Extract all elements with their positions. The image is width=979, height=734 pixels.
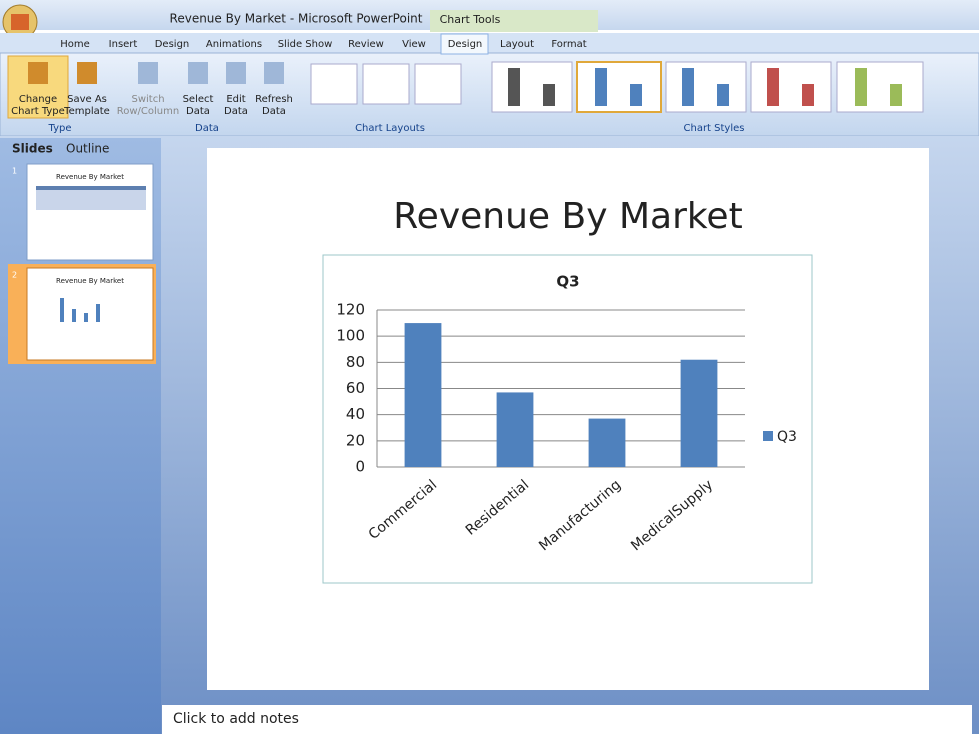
context-tab-bg bbox=[430, 10, 598, 32]
bar bbox=[496, 392, 534, 467]
legend-swatch bbox=[763, 431, 773, 441]
panel-tab[interactable]: Outline bbox=[66, 142, 109, 156]
ribbon-tab[interactable]: Layout bbox=[500, 39, 534, 50]
button-label[interactable]: Row/Column bbox=[117, 106, 179, 117]
y-tick-label: 80 bbox=[346, 353, 365, 371]
y-tick-label: 20 bbox=[346, 431, 365, 449]
button-label[interactable]: Chart Type bbox=[11, 106, 65, 117]
thumb-bar bbox=[96, 304, 100, 322]
button-label[interactable]: Data bbox=[262, 106, 286, 117]
button-label[interactable]: Edit bbox=[226, 94, 245, 105]
button-icon[interactable] bbox=[138, 62, 158, 84]
bar bbox=[404, 323, 442, 467]
button-label[interactable]: Data bbox=[224, 106, 248, 117]
button-icon[interactable] bbox=[188, 62, 208, 84]
notes-placeholder[interactable]: Click to add notes bbox=[173, 711, 299, 727]
button-icon[interactable] bbox=[226, 62, 246, 84]
button-icon[interactable] bbox=[77, 62, 97, 84]
thumb-table bbox=[36, 190, 146, 210]
group-label: Type bbox=[48, 123, 72, 134]
style-gallery bbox=[310, 61, 924, 113]
ribbon-tab[interactable]: Design bbox=[155, 39, 190, 50]
active-tab-bg bbox=[440, 33, 489, 55]
button-label[interactable]: Select bbox=[183, 94, 214, 105]
thumb-bar bbox=[60, 298, 64, 322]
y-tick-label: 120 bbox=[336, 301, 365, 319]
button-label[interactable]: Refresh bbox=[255, 94, 293, 105]
y-tick-label: 60 bbox=[346, 379, 365, 397]
ribbon-tab[interactable]: Home bbox=[60, 39, 90, 50]
group-label: Chart Styles bbox=[684, 123, 745, 134]
y-tick-label: 40 bbox=[346, 405, 365, 423]
tab-row bbox=[0, 33, 979, 53]
slide-number: 1 bbox=[12, 167, 17, 176]
ribbon-tab[interactable]: Insert bbox=[109, 39, 138, 50]
group-label: Data bbox=[195, 123, 219, 134]
notes-pane[interactable] bbox=[162, 705, 972, 734]
bar bbox=[588, 418, 626, 467]
ribbon-tab[interactable]: Review bbox=[348, 39, 384, 50]
y-tick-label: 100 bbox=[336, 327, 365, 345]
button-label[interactable]: Data bbox=[186, 106, 210, 117]
office-logo bbox=[11, 14, 29, 30]
ribbon-tab[interactable]: Slide Show bbox=[278, 39, 333, 50]
button-icon[interactable] bbox=[28, 62, 48, 84]
button-label[interactable]: Template bbox=[63, 106, 110, 117]
window-title: Revenue By Market - Microsoft PowerPoint bbox=[170, 12, 423, 26]
ribbon-tab[interactable]: Animations bbox=[206, 39, 262, 50]
group-label: Chart Layouts bbox=[355, 123, 425, 134]
ribbon-tab[interactable]: View bbox=[402, 39, 426, 50]
thumb-title: Revenue By Market bbox=[56, 277, 124, 285]
legend-label: Q3 bbox=[777, 429, 797, 445]
thumb-table bbox=[36, 186, 146, 190]
context-tab-label: Chart Tools bbox=[440, 13, 501, 26]
slide-number: 2 bbox=[12, 271, 17, 280]
button-label[interactable]: Save As bbox=[67, 94, 107, 105]
slide-title: Revenue By Market bbox=[393, 196, 742, 237]
chart-title: Q3 bbox=[556, 273, 579, 291]
button-label[interactable]: Switch bbox=[131, 94, 164, 105]
ribbon-tab[interactable]: Format bbox=[551, 39, 586, 50]
thumb-bar bbox=[72, 309, 76, 322]
button-label[interactable]: Change bbox=[19, 94, 57, 105]
button-icon[interactable] bbox=[264, 62, 284, 84]
y-tick-label: 0 bbox=[355, 458, 365, 476]
bar bbox=[680, 359, 718, 467]
panel-tab[interactable]: Slides bbox=[12, 142, 53, 156]
ribbon-tab[interactable]: Design bbox=[448, 39, 483, 50]
thumb-title: Revenue By Market bbox=[56, 173, 124, 181]
slide-thumb[interactable] bbox=[26, 267, 154, 361]
thumb-bar bbox=[84, 313, 88, 322]
slide-thumb[interactable] bbox=[26, 163, 154, 261]
